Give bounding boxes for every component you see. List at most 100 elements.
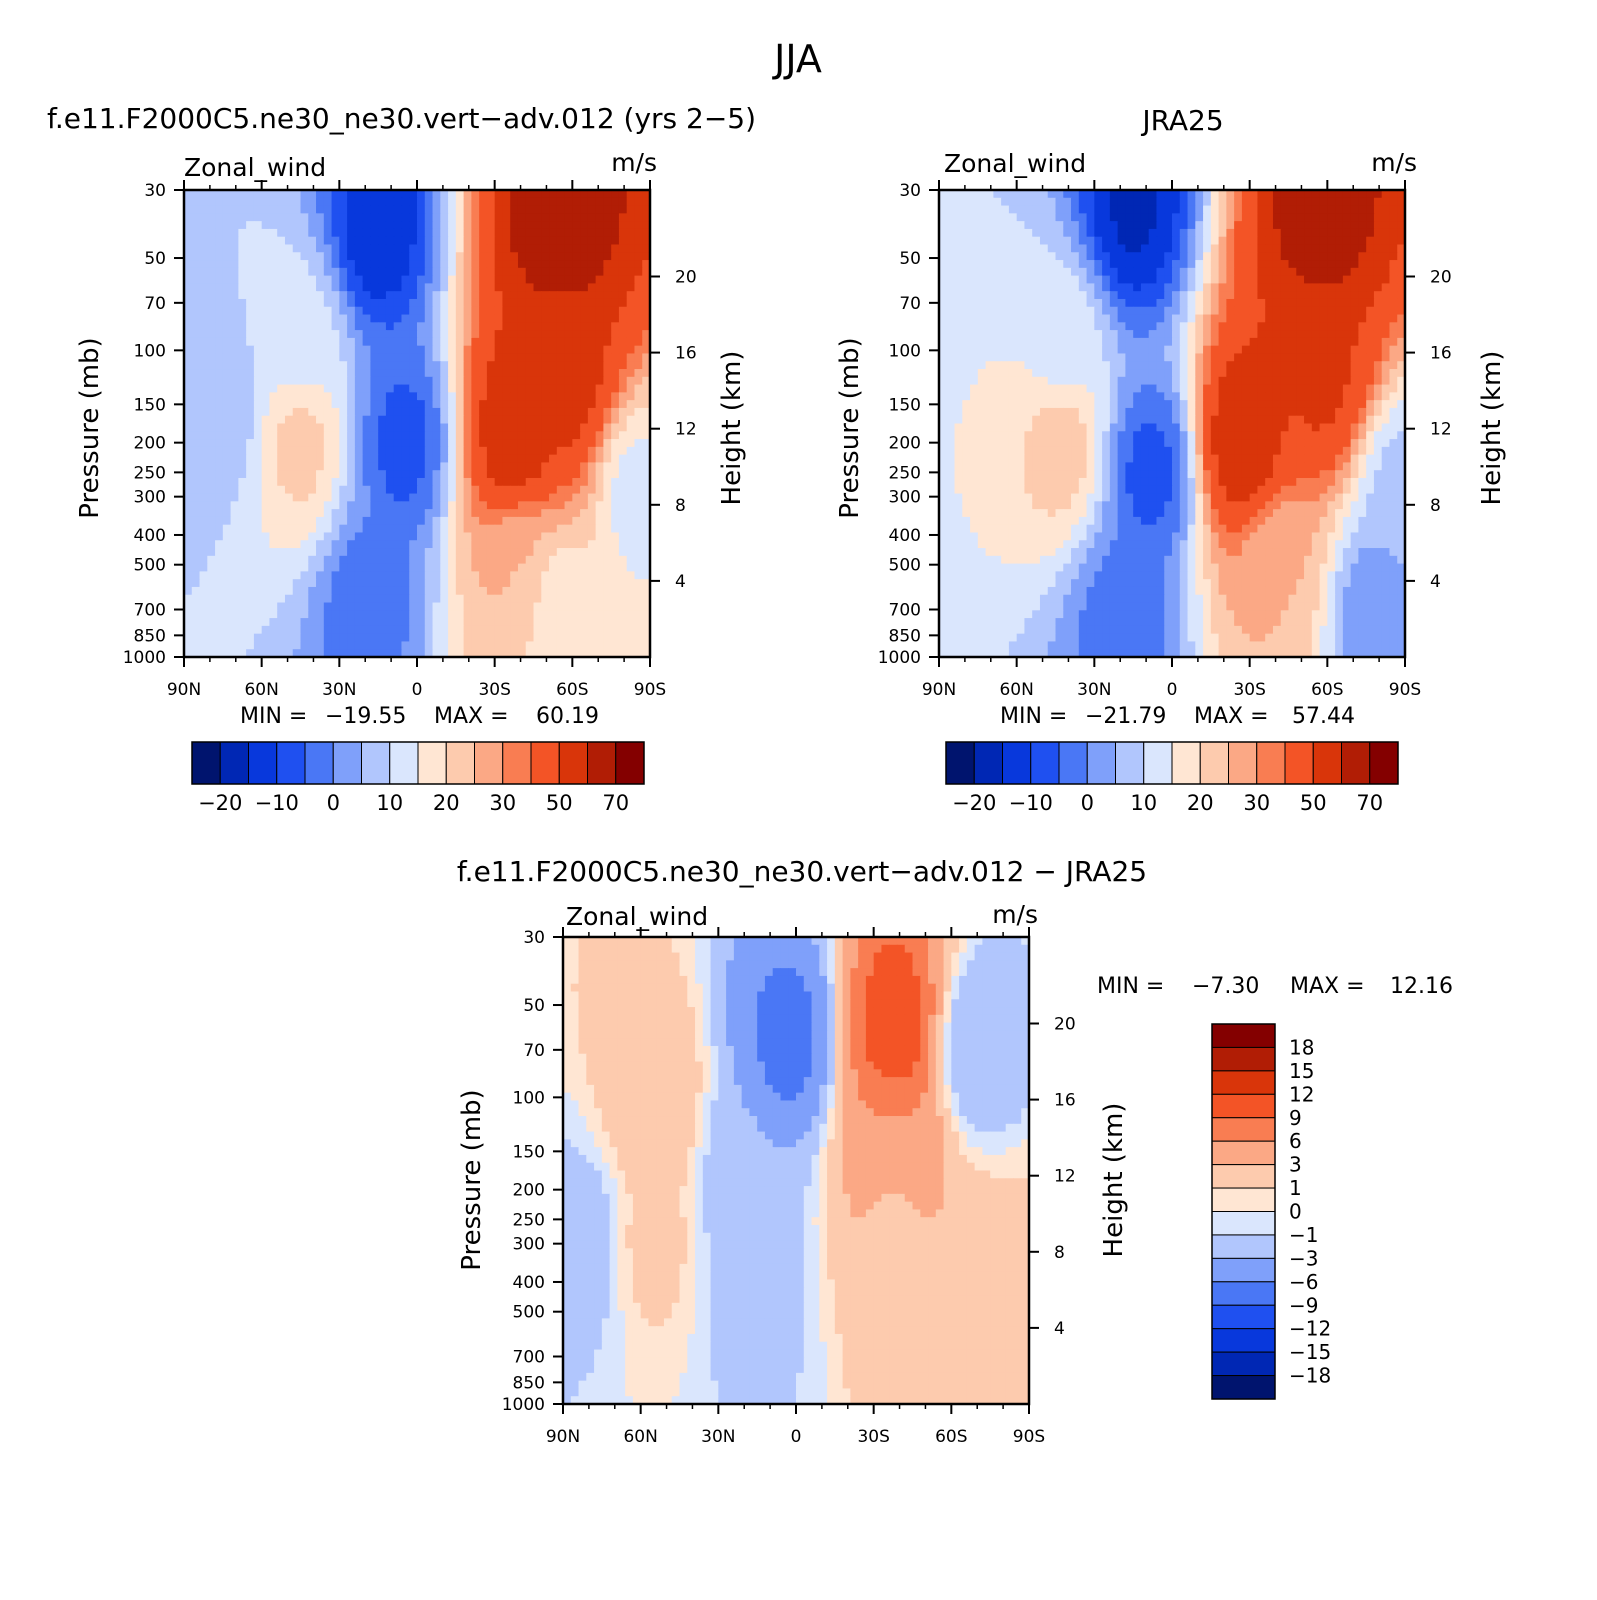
heat-cell bbox=[611, 213, 620, 222]
heat-cell bbox=[494, 384, 504, 393]
heat-cell bbox=[611, 361, 620, 370]
heat-cell bbox=[1280, 291, 1290, 300]
heat-cell bbox=[1280, 337, 1290, 347]
heat-cell bbox=[199, 322, 208, 331]
heat-cell bbox=[946, 306, 956, 316]
heat-cell bbox=[1241, 337, 1251, 347]
heat-cell bbox=[587, 228, 597, 238]
heat-cell bbox=[556, 555, 566, 565]
heat-cell bbox=[618, 330, 628, 339]
heat-cell bbox=[354, 244, 364, 253]
heat-cell bbox=[246, 485, 255, 495]
heat-cell bbox=[517, 407, 527, 417]
heat-cell bbox=[611, 625, 620, 635]
heat-cell bbox=[1257, 221, 1266, 230]
heat-cell bbox=[541, 392, 550, 401]
heat-cell bbox=[215, 470, 224, 479]
heat-cell bbox=[417, 555, 426, 565]
heat-cell bbox=[316, 392, 325, 401]
heat-cell bbox=[556, 190, 566, 199]
heat-cell bbox=[580, 532, 589, 541]
heat-cell bbox=[502, 190, 511, 199]
heat-cell bbox=[533, 407, 542, 417]
heat-cell bbox=[370, 641, 379, 650]
heat-cell bbox=[494, 228, 504, 238]
heat-cell bbox=[323, 649, 333, 658]
heat-cell bbox=[634, 470, 643, 479]
heat-cell bbox=[618, 298, 628, 308]
heat-cell bbox=[1032, 283, 1041, 292]
heat-cell bbox=[191, 540, 201, 549]
heat-cell bbox=[261, 400, 271, 409]
heat-cell bbox=[448, 400, 457, 409]
heat-cell bbox=[556, 618, 566, 627]
heat-cell bbox=[215, 524, 224, 534]
heat-cell bbox=[510, 540, 519, 549]
heat-cell bbox=[316, 586, 325, 596]
heat-cell bbox=[362, 345, 371, 355]
heat-cell bbox=[603, 236, 612, 246]
heat-cell bbox=[393, 649, 403, 658]
heat-cell bbox=[479, 376, 488, 386]
heat-cell bbox=[448, 431, 457, 440]
heat-cell bbox=[549, 516, 558, 526]
heat-cell bbox=[580, 516, 589, 526]
heat-cell bbox=[448, 625, 457, 635]
heat-cell bbox=[207, 454, 216, 464]
heat-cell bbox=[977, 275, 987, 284]
heat-cell bbox=[1218, 306, 1227, 316]
heat-cell bbox=[284, 330, 294, 339]
heat-cell bbox=[339, 314, 348, 323]
heat-cell bbox=[471, 439, 480, 448]
heat-cell bbox=[1039, 221, 1049, 230]
heat-cell bbox=[1265, 260, 1274, 269]
heat-cell bbox=[347, 423, 356, 432]
heat-cell bbox=[222, 501, 232, 510]
heat-cell bbox=[424, 283, 434, 292]
heat-cell bbox=[954, 337, 963, 347]
heat-cell bbox=[417, 431, 426, 440]
heat-cell bbox=[471, 641, 480, 650]
heat-cell bbox=[246, 618, 255, 627]
heat-cell bbox=[316, 633, 325, 643]
heat-cell bbox=[954, 322, 963, 331]
heat-cell bbox=[284, 579, 294, 588]
heat-cell bbox=[1094, 314, 1103, 323]
heat-cell bbox=[246, 649, 255, 658]
heat-cell bbox=[541, 633, 550, 643]
heat-cell bbox=[207, 594, 216, 604]
heat-cell bbox=[184, 579, 193, 588]
heat-cell bbox=[634, 439, 643, 448]
heat-cell bbox=[603, 330, 612, 339]
heat-cell bbox=[595, 571, 604, 580]
heat-cell bbox=[448, 190, 457, 199]
heat-cell bbox=[977, 345, 987, 355]
heat-cell bbox=[580, 330, 589, 339]
heat-cell bbox=[292, 462, 302, 471]
heat-cell bbox=[238, 197, 247, 207]
heat-cell bbox=[269, 415, 278, 425]
heat-cell bbox=[1381, 283, 1391, 292]
heat-cell bbox=[1311, 275, 1321, 284]
heat-cell bbox=[284, 298, 294, 308]
heat-cell bbox=[401, 252, 410, 261]
heat-cell bbox=[595, 446, 604, 456]
heat-cell bbox=[191, 586, 201, 596]
heat-cell bbox=[230, 260, 239, 269]
heat-cell bbox=[448, 423, 457, 432]
heat-cell bbox=[541, 306, 550, 316]
heat-cell bbox=[962, 228, 971, 238]
heat-cell bbox=[339, 586, 348, 596]
heat-cell bbox=[1024, 283, 1033, 292]
heat-cell bbox=[393, 407, 403, 417]
heat-cell bbox=[417, 633, 426, 643]
heat-cell bbox=[993, 236, 1002, 246]
heat-cell bbox=[284, 439, 294, 448]
heat-cell bbox=[277, 610, 286, 619]
heat-cell bbox=[564, 330, 573, 339]
heat-cell bbox=[572, 501, 581, 510]
heat-cell bbox=[1280, 228, 1290, 238]
heat-cell bbox=[611, 579, 620, 588]
heat-cell bbox=[1156, 213, 1165, 222]
heat-cell bbox=[463, 384, 472, 393]
